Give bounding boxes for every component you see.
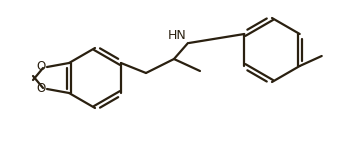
Text: O: O — [37, 83, 46, 95]
Text: O: O — [37, 60, 46, 74]
Text: HN: HN — [168, 29, 187, 42]
